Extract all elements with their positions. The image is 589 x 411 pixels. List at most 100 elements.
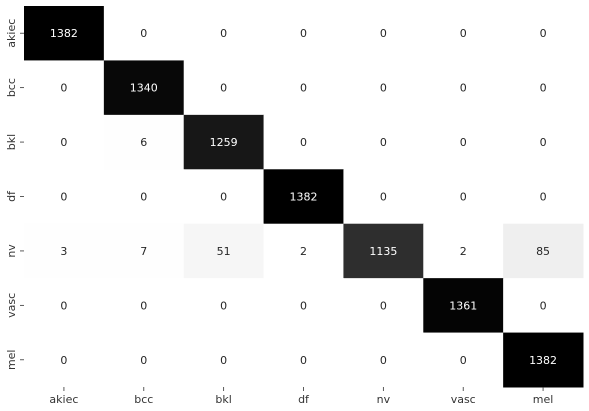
cell-value-label: 0 [140,354,147,367]
cell-value-label: 7 [140,245,147,258]
heatmap-cell [503,6,584,61]
cell-value-label: 0 [380,191,387,204]
heatmap-cell [423,114,504,170]
heatmap-cell [183,332,265,388]
y-tick-label: bcc [5,78,18,97]
cell-value-label: 0 [460,82,467,95]
cell-value-label: 0 [540,27,547,40]
heatmap-cell [183,6,265,61]
heatmap-cell [103,6,185,61]
cell-value-label: 1382 [50,27,78,40]
cell-value-label: 1382 [529,354,557,367]
x-tick-label: bkl [215,393,231,406]
cell-value-label: 1382 [290,191,318,204]
cell-value-label: 0 [220,27,227,40]
cell-annotations: 1382 0 0 0 0 0 0 0 1340 0 0 0 0 0 0 6 1259 0 0 0 0 0 0 0 1382 0 0 0… [50,27,557,367]
y-tick-label: bkl [5,134,18,150]
cell-value-label: 2 [300,245,307,258]
heatmap-cell [24,60,105,116]
heatmap-cell [503,114,584,170]
y-tick-label: vasc [5,293,18,318]
x-tick-label: mel [533,393,554,406]
y-tick-label: mel [5,350,18,371]
cell-value-label: 0 [540,191,547,204]
cell-value-label: 0 [60,299,67,312]
heatmap-cell [343,278,424,334]
cell-value-label: 1259 [210,136,238,149]
cell-value-label: 1135 [369,245,397,258]
heatmap-cell [103,169,185,225]
heatmap-cell [423,60,504,116]
cell-value-label: 0 [140,299,147,312]
heatmap-cell [103,114,185,170]
heatmap-cells [24,6,584,388]
heatmap-cell [423,278,504,334]
cell-value-label: 0 [540,136,547,149]
heatmap-cell [263,60,344,116]
heatmap-cell [503,332,584,388]
heatmap-cell [423,6,504,61]
cell-value-label: 0 [140,27,147,40]
heatmap-cell [423,169,504,225]
cell-value-label: 0 [300,136,307,149]
heatmap-cell [343,60,424,116]
cell-value-label: 0 [380,299,387,312]
heatmap-cell [343,332,424,388]
cell-value-label: 0 [460,354,467,367]
heatmap-cell [503,223,584,279]
heatmap-cell [183,114,265,170]
cell-value-label: 0 [60,354,67,367]
cell-value-label: 0 [60,191,67,204]
cell-value-label: 3 [60,245,67,258]
y-tick-label: df [5,190,18,202]
heatmap-cell [263,6,344,61]
cell-value-label: 0 [300,82,307,95]
heatmap-cell [24,332,105,388]
heatmap-cell [423,332,504,388]
x-tick-label: vasc [451,393,476,406]
cell-value-label: 0 [60,136,67,149]
heatmap-cell [343,169,424,225]
cell-value-label: 0 [460,136,467,149]
cell-value-label: 0 [220,82,227,95]
cell-value-label: 0 [300,27,307,40]
cell-value-label: 2 [460,245,467,258]
heatmap-cell [183,223,265,279]
heatmap-cell [103,332,185,388]
cell-value-label: 0 [380,82,387,95]
heatmap-cell [24,6,105,61]
y-tick-label: nv [5,244,18,258]
cell-value-label: 0 [380,27,387,40]
heatmap-cell [423,223,504,279]
cell-value-label: 1340 [130,82,158,95]
heatmap-cell [103,223,185,279]
cell-value-label: 0 [380,136,387,149]
heatmap-cell [263,223,344,279]
cell-value-label: 0 [300,354,307,367]
cell-value-label: 0 [460,191,467,204]
x-tick-label: df [298,393,310,406]
heatmap-cell [183,169,265,225]
x-tick-label: nv [377,393,391,406]
cell-value-label: 0 [380,354,387,367]
heatmap-cell [263,332,344,388]
cell-value-label: 0 [540,82,547,95]
heatmap-cell [24,223,105,279]
cell-value-label: 51 [217,245,231,258]
heatmap-cell [503,169,584,225]
x-tick-label: bcc [134,393,153,406]
cell-value-label: 0 [220,191,227,204]
y-tick-label: akiec [5,19,18,48]
heatmap-cell [24,169,105,225]
cell-value-label: 1361 [449,299,477,312]
heatmap-cell [183,60,265,116]
cell-value-label: 0 [300,299,307,312]
heatmap-cell [263,114,344,170]
heatmap-cell [263,169,344,225]
heatmap-cell [24,114,105,170]
heatmap-cell [103,60,185,116]
cell-value-label: 0 [140,191,147,204]
cell-value-label: 0 [460,27,467,40]
heatmap-cell [183,278,265,334]
